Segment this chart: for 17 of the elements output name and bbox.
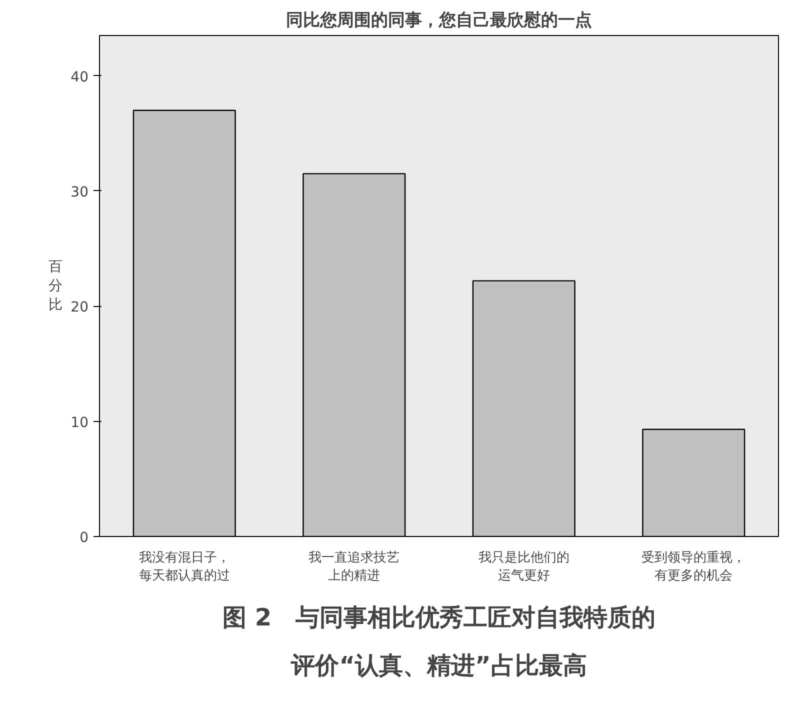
text: 评价“认真、精进”占比最高 (290, 652, 587, 680)
x-tick-label: 我只是比他们的运气更好 (478, 550, 570, 584)
y-tick-label: 10 (70, 414, 89, 431)
y-tick-label: 0 (80, 530, 89, 546)
bar (132, 110, 236, 536)
bar (302, 173, 406, 536)
x-tick-label: 我一直追求技艺上的精进 (308, 550, 400, 584)
bar (642, 428, 746, 536)
y-tick-label: 40 (70, 69, 89, 86)
x-tick-label: 受到领导的重视，有更多的机会 (642, 550, 746, 584)
y-tick-label: 20 (70, 300, 89, 316)
chart-title: 同比您周围的同事，您自己最欣慰的一点 (286, 10, 592, 30)
x-tick-label: 我没有混日子，每天都认真的过 (138, 550, 230, 584)
y-axis-title: 百分比 (48, 258, 63, 314)
caption: 图 2 与同事相比优秀工匠对自我特质的 (222, 604, 656, 632)
bar (472, 280, 576, 536)
y-tick-label: 30 (70, 184, 89, 200)
